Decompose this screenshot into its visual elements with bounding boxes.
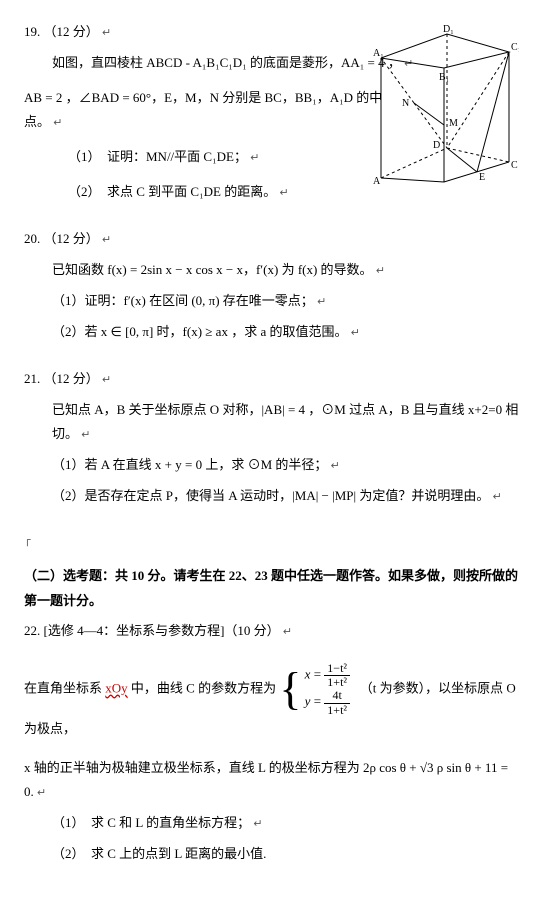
prism-diagram: A₁ B₁ C₁ D₁ A B C D E M N <box>369 20 519 185</box>
param-equations: x = 1−t²1+t² y = 4t1+t² <box>305 662 350 717</box>
question-20: 20. （12 分） ↵ 已知函数 f(x) = 2sin x − x cos … <box>24 227 519 345</box>
return-mark: ↵ <box>53 118 62 130</box>
question-19: 19. （12 分） ↵ 如图，直四棱柱 ABCD - A₁B₁C₁D₁ 的底面… <box>24 20 519 205</box>
stray-mark: ┌ <box>24 531 519 552</box>
xoy-text: xOy <box>105 680 127 695</box>
return-mark: ↵ <box>351 328 360 340</box>
return-mark: ↵ <box>102 28 111 40</box>
lbl-M: M <box>449 118 458 129</box>
lbl-A: A <box>373 176 381 185</box>
lbl-C: C <box>511 160 518 171</box>
return-mark: ↵ <box>81 430 90 442</box>
q20-part-1: （1）证明：f′(x) 在区间 (0, π) 存在唯一零点； ↵ <box>52 289 519 314</box>
lbl-B: B <box>441 184 448 185</box>
q22-line2-text: x 轴的正半轴为极轴建立极坐标系，直线 L 的极坐标方程为 2ρ cos θ +… <box>24 760 508 800</box>
q22-body-line1: 在直角坐标系 xOy 中，曲线 C 的参数方程为 { x = 1−t²1+t² … <box>24 662 519 741</box>
return-mark: ↵ <box>279 188 288 200</box>
q22-pre: 在直角坐标系 <box>24 680 105 695</box>
return-mark: ↵ <box>37 788 46 800</box>
q21-header: 21. （12 分） ↵ <box>24 367 519 392</box>
lbl-D: D <box>433 140 440 151</box>
q19-body-3: 点。 <box>24 114 50 129</box>
q20-part-2: （2）若 x ∈ [0, π] 时，f(x) ≥ ax ，求 a 的取值范围。 … <box>52 320 519 345</box>
return-mark: ↵ <box>102 375 111 387</box>
q21-part-1: （1）若 A 在直线 x + y = 0 上，求 ⊙M 的半径； ↵ <box>52 453 519 478</box>
q19-figure: A₁ B₁ C₁ D₁ A B C D E M N <box>369 20 519 194</box>
q21-body-text: 已知点 A，B 关于坐标原点 O 对称，|AB| = 4 ，⊙M 过点 A，B … <box>52 402 518 442</box>
q19-points: （12 分） <box>44 24 99 39</box>
q21-part1-text: （1）若 A 在直线 x + y = 0 上，求 ⊙M 的半径； <box>52 457 327 472</box>
q20-points: （12 分） <box>44 231 99 246</box>
q19-part1-text: （1） 证明：MN//平面 C₁DE； <box>68 149 247 164</box>
return-mark: ↵ <box>250 153 259 165</box>
q20-part1-text: （1）证明：f′(x) 在区间 (0, π) 存在唯一零点； <box>52 293 314 308</box>
q20-header: 20. （12 分） ↵ <box>24 227 519 252</box>
return-mark: ↵ <box>331 461 340 473</box>
return-mark: ↵ <box>376 266 385 278</box>
q19-body-1: 如图，直四棱柱 ABCD - A₁B₁C₁D₁ 的底面是菱形，AA₁ = 4 ， <box>52 55 401 70</box>
q19-number: 19. <box>24 24 40 39</box>
return-mark: ↵ <box>493 492 502 504</box>
x-num: 1−t² <box>324 662 350 676</box>
lbl-D1: D₁ <box>443 24 454 35</box>
param-x: x = 1−t²1+t² <box>305 662 350 689</box>
q22-part-1: （1） 求 C 和 L 的直角坐标方程； ↵ <box>52 811 519 836</box>
q20-number: 20. <box>24 231 40 246</box>
return-mark: ↵ <box>102 235 111 247</box>
q21-body: 已知点 A，B 关于坐标原点 O 对称，|AB| = 4 ，⊙M 过点 A，B … <box>52 398 519 448</box>
q22-part-2: （2） 求 C 上的点到 L 距离的最小值. <box>52 842 519 867</box>
return-mark: ↵ <box>317 297 326 309</box>
q21-number: 21. <box>24 371 40 386</box>
lbl-N: N <box>402 98 409 109</box>
question-21: 21. （12 分） ↵ 已知点 A，B 关于坐标原点 O 对称，|AB| = … <box>24 367 519 509</box>
q22-mid: 中，曲线 C 的参数方程为 <box>128 680 280 695</box>
q22-tag: [选修 4—4：坐标系与参数方程]（10 分） <box>44 623 280 638</box>
y-num: 4t <box>324 689 350 703</box>
lbl-E: E <box>479 172 485 183</box>
q21-points: （12 分） <box>44 371 99 386</box>
brace-icon: { <box>279 663 301 714</box>
q22-header: 22. [选修 4—4：坐标系与参数方程]（10 分） ↵ <box>24 619 519 644</box>
q21-part2-text: （2）是否存在定点 P，使得当 A 运动时，|MA| − |MP| 为定值？并说… <box>52 488 489 503</box>
section-2-heading: （二）选考题：共 10 分。请考生在 22、23 题中任选一题作答。如果多做，则… <box>24 564 519 613</box>
lbl-A1: A₁ <box>373 48 384 59</box>
q22-part1-text: （1） 求 C 和 L 的直角坐标方程； <box>52 815 250 830</box>
y-den: 1+t² <box>324 704 350 717</box>
q21-part-2: （2）是否存在定点 P，使得当 A 运动时，|MA| − |MP| 为定值？并说… <box>52 484 519 509</box>
q20-part2-text: （2）若 x ∈ [0, π] 时，f(x) ≥ ax ，求 a 的取值范围。 <box>52 324 347 339</box>
return-mark: ↵ <box>253 819 262 831</box>
lbl-C1: C₁ <box>511 42 519 53</box>
question-22: 22. [选修 4—4：坐标系与参数方程]（10 分） ↵ 在直角坐标系 xOy… <box>24 619 519 866</box>
lbl-B1: B₁ <box>439 72 449 83</box>
q22-number: 22. <box>24 623 40 638</box>
q19-part2-text: （2） 求点 C 到平面 C₁DE 的距离。 <box>68 184 276 199</box>
q19-body-2: AB = 2 ，∠BAD = 60°，E，M，N 分别是 BC，BB₁，A₁D … <box>24 90 382 105</box>
q22-body-line2: x 轴的正半轴为极轴建立极坐标系，直线 L 的极坐标方程为 2ρ cos θ +… <box>24 756 519 806</box>
q20-body: 已知函数 f(x) = 2sin x − x cos x − x，f′(x) 为… <box>52 258 519 283</box>
return-mark: ↵ <box>283 627 292 639</box>
q20-body-text: 已知函数 f(x) = 2sin x − x cos x − x，f′(x) 为… <box>52 262 373 277</box>
q22-part2-text: （2） 求 C 上的点到 L 距离的最小值. <box>52 846 266 861</box>
param-y: y = 4t1+t² <box>305 689 350 716</box>
